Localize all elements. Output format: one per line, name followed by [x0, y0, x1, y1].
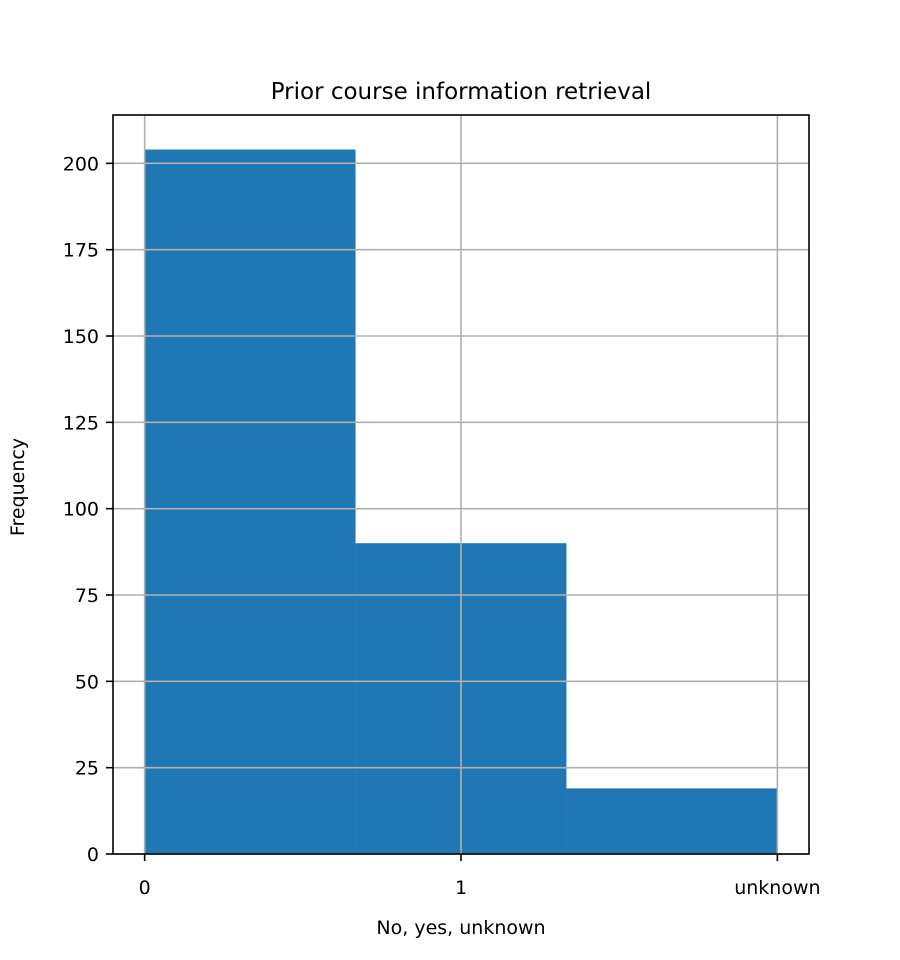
y-tick-label: 75: [75, 585, 99, 607]
plot-frame: [112, 114, 810, 855]
y-tick-label: 100: [63, 499, 99, 521]
histogram-bar-2: [566, 788, 778, 854]
y-tick-label: 125: [63, 412, 99, 434]
x-tick-label: 1: [455, 877, 467, 899]
y-axis-label: Frequency: [7, 438, 29, 536]
x-tick-label: unknown: [734, 877, 820, 899]
ticks-group: 0 1 unknown 0 25 50 75 100 125 150 175 200: [63, 153, 821, 899]
y-tick-label: 200: [63, 153, 99, 175]
bars-group: [144, 149, 778, 854]
chart-title: Prior course information retrieval: [271, 79, 652, 105]
y-tick-label: 0: [87, 844, 99, 866]
histogram-bar-0: [144, 149, 356, 854]
x-axis-label: No, yes, unknown: [376, 917, 545, 939]
y-tick-label: 150: [63, 326, 99, 348]
grid-group: [113, 115, 809, 855]
x-tick-label: 0: [139, 877, 151, 899]
y-tick-label: 25: [75, 758, 99, 780]
y-tick-label: 175: [63, 240, 99, 262]
y-tick-label: 50: [75, 671, 99, 693]
